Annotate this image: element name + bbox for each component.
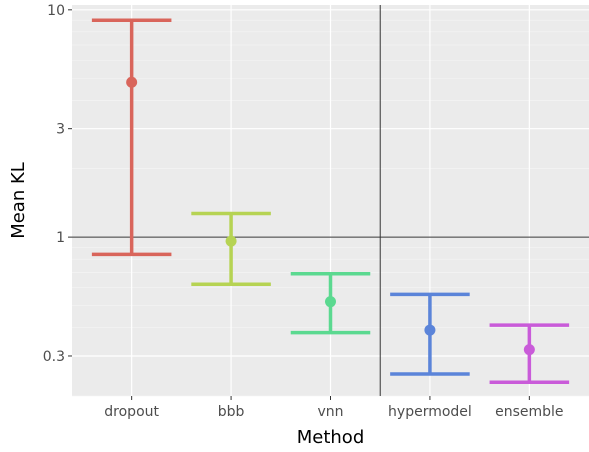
x-tick-label: dropout (104, 404, 159, 420)
x-tick-label: bbb (218, 404, 245, 420)
x-tick-label: vnn (317, 404, 343, 420)
y-tick-label: 3 (56, 122, 65, 138)
x-axis-title: Method (297, 427, 365, 448)
errorbar-bbb (191, 211, 271, 287)
mean-point (523, 344, 535, 356)
errorbar-vnn (290, 272, 371, 335)
errorbar-hypermodel (390, 292, 470, 376)
x-axis: dropout bbb vnn hypermodel ensemble (104, 396, 564, 420)
x-tick-label: ensemble (495, 404, 563, 420)
mean-point (424, 324, 436, 336)
y-tick-label: 0.3 (43, 349, 65, 365)
y-tick-label: 1 (56, 230, 65, 246)
mean-point (325, 296, 336, 308)
errorbar-dropout (91, 18, 172, 257)
y-axis: 0.3 1 3 10 (43, 3, 72, 365)
reference-lines (72, 5, 589, 396)
error-bars (91, 18, 570, 384)
major-grid (72, 5, 589, 396)
mean-point (126, 76, 138, 88)
y-tick-label: 10 (47, 3, 65, 19)
mean-point (225, 235, 237, 247)
y-axis-title: Mean KL (8, 162, 29, 239)
errorbar-ensemble (489, 323, 570, 384)
x-tick-label: hypermodel (388, 404, 472, 420)
